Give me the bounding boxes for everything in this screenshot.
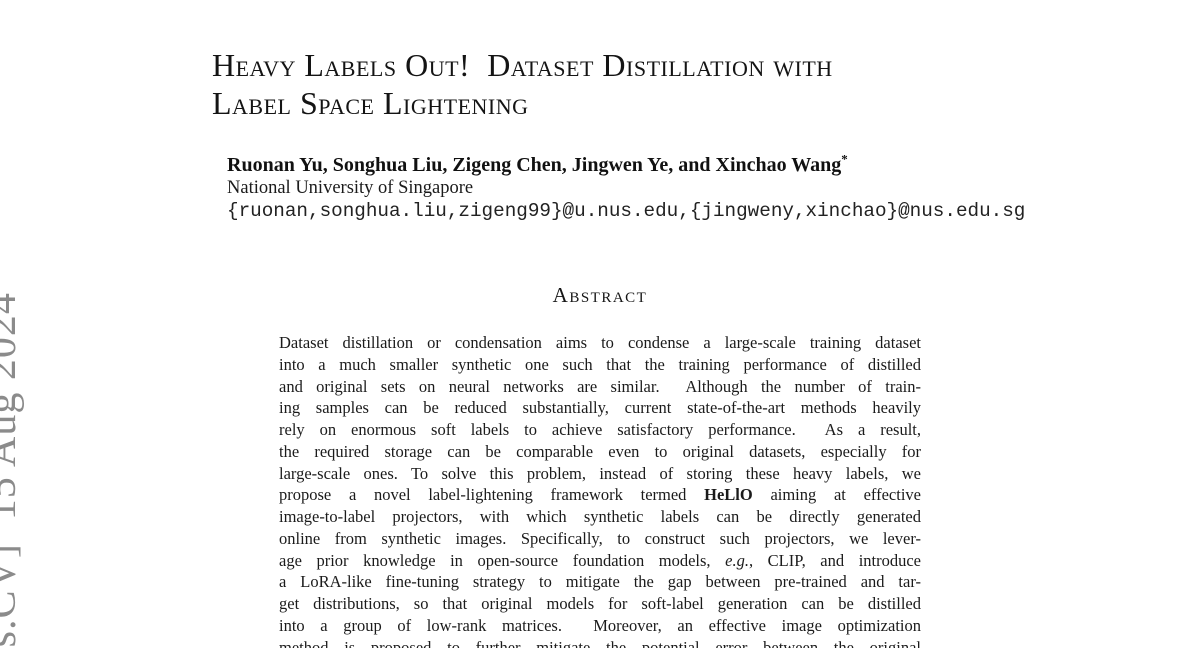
author-names-text: Ruonan Yu, Songhua Liu, Zigeng Chen, Jin…	[227, 154, 842, 176]
title-line-2: Label Space Lightening	[212, 85, 529, 121]
abstract-line: method is proposed to further mitigate t…	[279, 637, 921, 648]
affiliation: National University of Singapore	[227, 178, 474, 198]
abstract-line: large-scale ones. To solve this problem,…	[279, 463, 921, 483]
arxiv-watermark: [cs.CV] 15 Aug 2024	[0, 292, 25, 648]
author-names: Ruonan Yu, Songhua Liu, Zigeng Chen, Jin…	[227, 151, 1025, 177]
abstract-heading: Abstract	[552, 283, 648, 307]
abstract-line: ing samples can be reduced substantially…	[279, 398, 921, 418]
abstract-line: a LoRA-like fine-tuning strategy to miti…	[279, 572, 921, 592]
abstract-line: into a much smaller synthetic one such t…	[279, 354, 921, 374]
title-line-1: Heavy Labels Out! Dataset Distillation w…	[212, 47, 833, 83]
author-block: Ruonan Yu, Songhua Liu, Zigeng Chen, Jin…	[227, 151, 1026, 223]
abstract-line: and original sets on neural networks are…	[279, 376, 921, 396]
abstract-line: propose a novel label-lightening framewo…	[279, 485, 921, 505]
abstract-line: rely on enormous soft labels to achieve …	[279, 420, 921, 439]
email-line: {ruonan,songhua.liu,zigeng99}@u.nus.edu,…	[227, 200, 1026, 222]
abstract-line: get distributions, so that original mode…	[279, 594, 921, 613]
abstract-line: Dataset distillation or condensation aim…	[279, 333, 921, 352]
author-footnote-mark: *	[841, 151, 848, 167]
abstract-line: image-to-label projectors, with which sy…	[279, 507, 921, 526]
abstract-line: the required storage can be comparable e…	[279, 441, 921, 461]
abstract-line: online from synthetic images. Specifical…	[279, 528, 921, 548]
abstract-line: age prior knowledge in open-source found…	[279, 550, 921, 570]
abstract-body: Dataset distillation or condensation aim…	[279, 332, 921, 648]
abstract-line: into a group of low-rank matrices. Moreo…	[279, 615, 921, 635]
paper-title: Heavy Labels Out! Dataset Distillation w…	[212, 46, 833, 122]
